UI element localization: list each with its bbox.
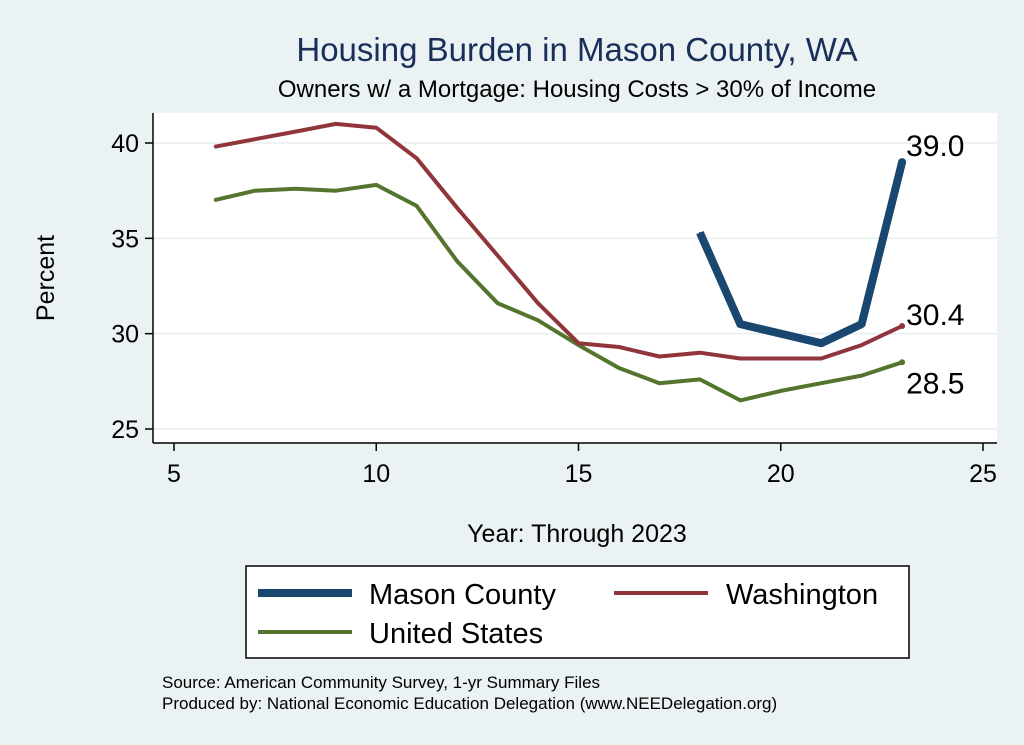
data-point-washington-14 — [537, 302, 539, 304]
end-label-mason-county: 39.0 — [906, 130, 964, 163]
data-point-united-states-21 — [820, 382, 822, 385]
data-point-united-states-18 — [699, 378, 701, 381]
data-point-washington-22 — [860, 344, 863, 346]
x-tick-label-15: 15 — [565, 460, 593, 488]
data-point-washington-21 — [820, 357, 822, 360]
data-point-washington-17 — [658, 355, 661, 358]
data-point-mason-county-22 — [860, 323, 863, 325]
data-point-united-states-8 — [294, 187, 297, 190]
y-tick-label-30: 30 — [111, 321, 139, 349]
data-point-washington-16 — [618, 346, 620, 348]
data-point-united-states-13 — [496, 302, 499, 304]
legend-label-washington: Washington — [726, 579, 878, 611]
legend-label-mason-county: Mason County — [369, 579, 556, 611]
y-axis-title: Percent — [32, 235, 60, 321]
data-point-united-states-6 — [213, 199, 216, 201]
data-point-united-states-16 — [618, 367, 620, 369]
data-point-washington-15 — [577, 342, 580, 345]
x-axis-ticks: 5 10 15 20 25 — [167, 443, 997, 488]
data-point-united-states-17 — [658, 382, 661, 385]
data-point-united-states-9 — [335, 189, 337, 192]
data-point-washington-12 — [456, 207, 458, 209]
x-tick-label-10: 10 — [362, 460, 390, 488]
data-point-washington-18 — [699, 351, 701, 354]
data-point-washington-8 — [294, 130, 297, 133]
legend-label-united-states: United States — [369, 618, 543, 650]
data-point-mason-county-21 — [820, 342, 822, 345]
end-label-united-states: 28.5 — [906, 367, 964, 400]
y-axis-ticks: 25 30 35 40 — [111, 130, 153, 444]
data-point-mason-county-19 — [739, 323, 742, 325]
data-point-washington-19 — [739, 357, 742, 360]
data-point-mason-county-18 — [699, 231, 701, 234]
data-point-washington-13 — [496, 254, 499, 257]
data-point-united-states-22 — [860, 374, 863, 377]
legend — [245, 565, 910, 659]
data-point-united-states-10 — [375, 184, 378, 186]
end-label-washington: 30.4 — [906, 299, 964, 332]
chart-subtitle: Owners w/ a Mortgage: Housing Costs > 30… — [278, 76, 876, 103]
data-point-washington-20 — [779, 357, 782, 360]
series-line-washington — [214, 121, 903, 361]
x-tick-label-25: 25 — [969, 460, 997, 488]
data-point-washington-7 — [254, 138, 256, 140]
data-point-united-states-7 — [254, 189, 256, 192]
data-point-united-states-11 — [415, 205, 418, 207]
series-line-united-states — [213, 182, 903, 403]
data-point-united-states-14 — [537, 319, 539, 322]
gridlines — [153, 142, 997, 430]
data-point-washington-6 — [213, 146, 216, 148]
end-marker-united-states — [899, 359, 906, 366]
series-lines: 39.0 30.4 28.5 — [213, 121, 964, 403]
x-axis-title: Year: Through 2023 — [467, 520, 687, 548]
end-marker-mason-county — [898, 158, 907, 167]
x-tick-label-20: 20 — [767, 460, 795, 488]
chart-title: Housing Burden in Mason County, WA — [296, 31, 857, 68]
data-point-washington-9 — [335, 123, 337, 125]
source-note: Source: American Community Survey, 1-yr … — [162, 673, 600, 692]
end-marker-washington — [899, 323, 906, 330]
data-point-washington-10 — [375, 126, 378, 129]
produced-by-note: Produced by: National Economic Education… — [162, 694, 777, 713]
y-tick-label-35: 35 — [111, 225, 139, 253]
data-point-united-states-19 — [739, 399, 742, 402]
x-tick-label-5: 5 — [167, 460, 181, 488]
data-point-united-states-12 — [456, 260, 458, 263]
plot-area — [153, 113, 997, 443]
data-point-united-states-20 — [779, 390, 782, 392]
data-point-washington-11 — [415, 157, 418, 160]
y-tick-label-25: 25 — [111, 416, 139, 444]
y-tick-label-40: 40 — [111, 130, 139, 158]
